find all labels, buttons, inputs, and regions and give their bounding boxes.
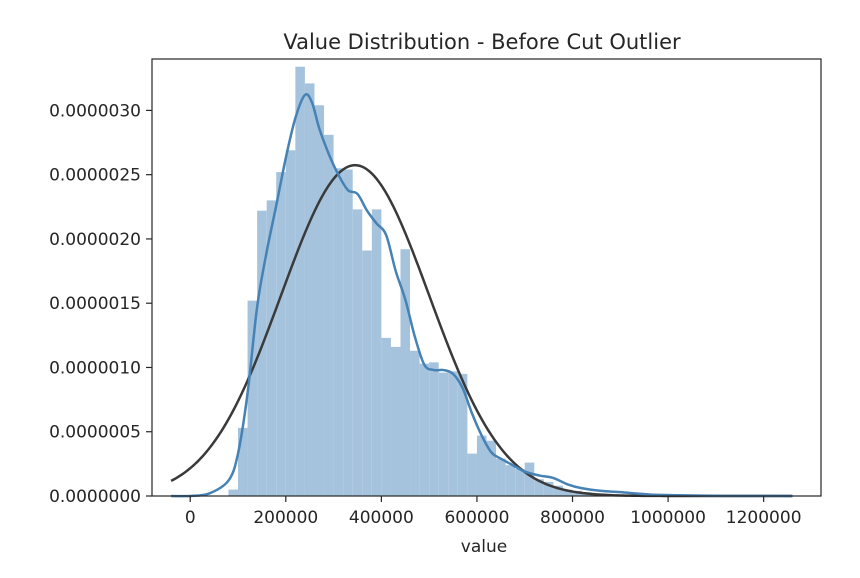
histogram-bar <box>553 485 563 496</box>
histogram-bar <box>371 209 382 496</box>
x-tick-label: 200000 <box>253 508 318 528</box>
histogram-bar <box>362 250 372 496</box>
y-tick-label: 0.0000000 <box>49 487 141 507</box>
y-tick-label: 0.0000030 <box>49 101 141 121</box>
histogram-bar <box>343 169 353 497</box>
histogram-bar <box>352 209 363 496</box>
histogram-bar <box>419 363 430 496</box>
histogram-bar <box>457 373 468 496</box>
histogram-bar <box>467 453 477 496</box>
y-tick-label: 0.0000020 <box>49 230 141 250</box>
histogram-bar <box>448 371 458 496</box>
y-tick-label: 0.0000015 <box>49 294 141 314</box>
histogram-bar <box>534 479 544 496</box>
histogram-bar <box>304 83 315 497</box>
histogram-bar <box>333 168 344 496</box>
histogram-bar <box>381 337 391 496</box>
x-tick-label: 600000 <box>444 508 509 528</box>
x-tick-label: 1200000 <box>726 508 802 528</box>
y-axis-ticks: 0.0000000 0.0000005 0.0000010 0.0000015 0.00… <box>49 101 152 507</box>
histogram-bar <box>496 458 506 496</box>
x-tick-label: 0 <box>185 508 196 528</box>
histogram-bar <box>390 346 401 496</box>
histogram-bar <box>505 465 516 496</box>
histogram-bar <box>314 105 325 497</box>
x-axis-label: value <box>461 537 507 557</box>
histogram-bar <box>324 134 334 496</box>
histogram-bar <box>429 362 439 496</box>
chart-title: Value Distribution - Before Cut Outlier <box>283 30 681 54</box>
y-tick-label: 0.0000025 <box>49 166 141 186</box>
histogram-bar <box>400 249 411 496</box>
x-tick-label: 800000 <box>540 508 605 528</box>
histogram-bar <box>543 481 554 496</box>
histogram-bar <box>410 350 420 496</box>
histogram-bar <box>238 427 248 496</box>
y-tick-label: 0.0000010 <box>49 358 141 378</box>
histogram-bar <box>524 462 535 496</box>
histogram-bar <box>266 200 277 496</box>
histogram-bar <box>257 210 267 496</box>
kde-curve-layer <box>171 93 793 498</box>
x-tick-label: 400000 <box>349 508 414 528</box>
y-tick-label: 0.0000005 <box>49 423 141 443</box>
histogram-bar <box>515 469 525 496</box>
histogram-bars <box>228 66 669 497</box>
histogram-bar <box>285 150 296 496</box>
histogram-bar <box>276 172 286 497</box>
x-tick-label: 1000000 <box>630 508 706 528</box>
histogram-bar <box>228 489 239 496</box>
kde-curve <box>171 93 793 498</box>
histogram-bar <box>486 440 497 496</box>
x-axis-ticks: 0 200000 400000 600000 800000 1000000 1200000 <box>185 496 802 528</box>
histogram-bar <box>476 435 487 496</box>
plot-frame <box>151 58 822 497</box>
histogram-bar <box>562 489 573 496</box>
histogram-bar <box>247 300 258 496</box>
histogram-bar <box>438 372 449 496</box>
histogram-bar <box>295 66 305 497</box>
